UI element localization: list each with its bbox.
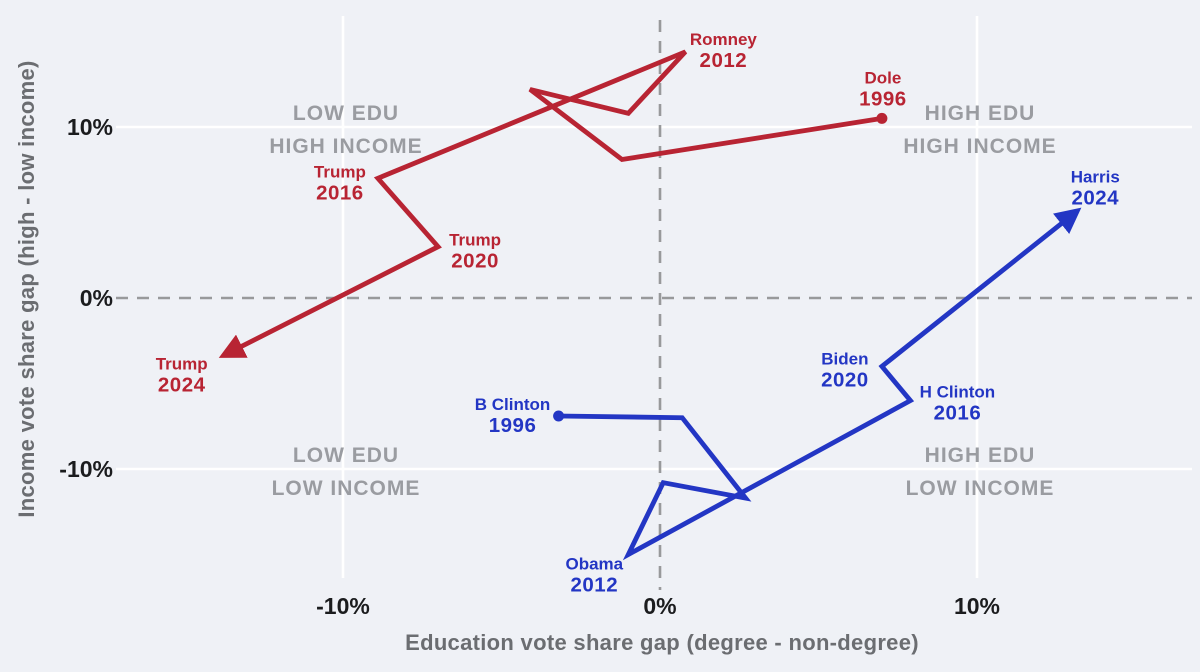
- point-label-year-republican-2024: 2024: [158, 373, 206, 396]
- quadrant-label: HIGH INCOME: [269, 135, 422, 158]
- point-label-name-democrat-1996: B Clinton: [475, 395, 551, 414]
- point-label-year-republican-2020: 2020: [451, 250, 499, 273]
- y-axis-title: Income vote share gap (high - low income…: [14, 60, 39, 518]
- x-tick-label-0%: 0%: [643, 593, 676, 619]
- point-label-year-democrat-1996: 1996: [489, 414, 537, 437]
- quadrant-label: LOW INCOME: [906, 477, 1055, 500]
- point-label-name-democrat-2020: Biden: [821, 349, 868, 368]
- x-tick-label--10%: -10%: [316, 593, 370, 619]
- start-dot-democrat: [553, 410, 565, 422]
- y-tick-label-0%: 0%: [80, 285, 113, 311]
- point-label-name-democrat-2016: H Clinton: [920, 383, 996, 402]
- quadrant-label: LOW EDU: [293, 102, 399, 125]
- point-label-year-democrat-2012: 2012: [570, 574, 618, 597]
- x-axis-title: Education vote share gap (degree - non-d…: [405, 630, 919, 655]
- start-dot-republican: [876, 112, 888, 124]
- point-label-year-republican-2016: 2016: [316, 181, 364, 204]
- x-tick-label-10%: 10%: [954, 593, 1000, 619]
- y-tick-label-10%: 10%: [67, 114, 113, 140]
- point-label-year-republican-2012: 2012: [700, 49, 748, 72]
- point-label-name-republican-2012: Romney: [690, 30, 758, 49]
- point-label-name-republican-2024: Trump: [156, 354, 208, 373]
- series-path-democrat: [558, 207, 1082, 561]
- quadrant-label: HIGH EDU: [925, 444, 1036, 467]
- point-label-name-republican-2016: Trump: [314, 162, 366, 181]
- quadrant-label: HIGH INCOME: [903, 135, 1056, 158]
- quadrant-label: HIGH EDU: [925, 102, 1036, 125]
- quadrant-label: LOW EDU: [293, 444, 399, 467]
- point-label-name-republican-2020: Trump: [449, 231, 501, 250]
- point-label-year-democrat-2020: 2020: [821, 368, 869, 391]
- point-label-year-democrat-2016: 2016: [934, 402, 982, 425]
- point-label-year-democrat-2024: 2024: [1071, 187, 1119, 210]
- point-label-name-democrat-2012: Obama: [565, 555, 623, 574]
- point-label-name-democrat-2024: Harris: [1071, 168, 1120, 187]
- point-label-year-republican-1996: 1996: [859, 87, 907, 110]
- series-path-republican: [218, 49, 883, 358]
- quadrant-label: LOW INCOME: [272, 477, 421, 500]
- point-label-name-republican-1996: Dole: [864, 68, 901, 87]
- y-tick-label--10%: -10%: [59, 456, 113, 482]
